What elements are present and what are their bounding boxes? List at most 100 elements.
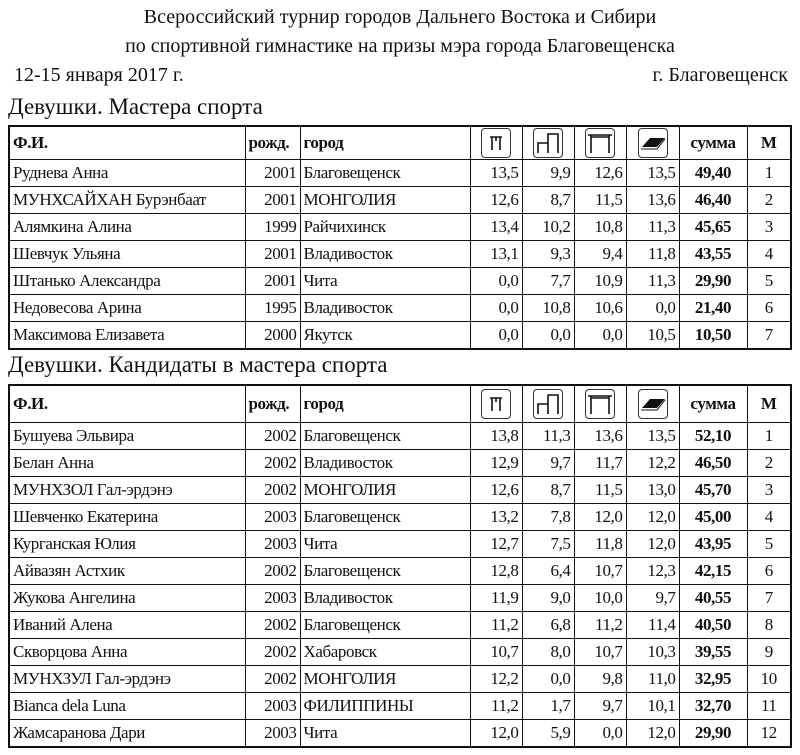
athlete-name: Недовесова Арина — [8, 294, 246, 322]
beam-score: 10,6 — [573, 294, 627, 322]
table-row: Шевчук Ульяна 2001 Владивосток 13,1 9,3 9,4 11… — [8, 240, 792, 268]
athlete-name: Жукова Ангелина — [8, 584, 246, 612]
floor-score: 12,0 — [625, 530, 680, 558]
uneven-bars-icon — [533, 389, 563, 419]
column-header-apparatus — [521, 125, 575, 160]
column-header-city: город — [299, 125, 471, 160]
city: Владивосток — [299, 294, 471, 322]
bars-score: 9,0 — [521, 584, 575, 612]
column-header-apparatus — [625, 384, 680, 423]
total-score: 49,40 — [678, 159, 748, 187]
vault-score: 13,1 — [469, 240, 523, 268]
total-score: 43,55 — [678, 240, 748, 268]
balance-beam-icon — [585, 128, 615, 158]
table-row: Штанько Александра 2001 Чита 0,0 7,7 10,9 11,3… — [8, 267, 792, 295]
vault-score: 12,0 — [469, 719, 523, 748]
table-row: Шевченко Екатерина 2003 Благовещенск 13,2 7,… — [8, 503, 792, 531]
athlete-name: Руднева Анна — [8, 159, 246, 187]
place: 3 — [746, 476, 792, 504]
vault-score: 13,2 — [469, 503, 523, 531]
vault-score: 0,0 — [469, 294, 523, 322]
birth-year: 1999 — [244, 213, 301, 241]
place: 10 — [746, 665, 792, 693]
vault-score: 13,8 — [469, 422, 523, 450]
table-row: Скворцова Анна 2002 Хабаровск 10,7 8,0 10,7 10… — [8, 638, 792, 666]
beam-score: 10,7 — [573, 638, 627, 666]
total-score: 45,00 — [678, 503, 748, 531]
column-header-sum: сумма — [678, 125, 748, 160]
header-row: Ф.И. рожд. город сумма М — [8, 384, 792, 423]
floor-score: 12,0 — [625, 719, 680, 748]
column-header-place: М — [746, 384, 792, 423]
athlete-name: МУНХСАЙХАН Бурэнбаат — [8, 186, 246, 214]
vault-icon — [481, 389, 511, 419]
vault-icon — [481, 128, 511, 158]
city: Благовещенск — [299, 503, 471, 531]
birth-year: 2000 — [244, 321, 301, 350]
total-score: 32,95 — [678, 665, 748, 693]
place: 9 — [746, 638, 792, 666]
floor-score: 11,0 — [625, 665, 680, 693]
results-table-masters: Ф.И. рожд. город сумма М Руднева Анна 2001 Благ… — [8, 125, 792, 350]
bars-score: 7,8 — [521, 503, 575, 531]
bars-score: 6,4 — [521, 557, 575, 585]
section-title-masters: Девушки. Мастера спорта — [8, 94, 263, 119]
birth-year: 2003 — [244, 530, 301, 558]
table-row: Алямкина Алина 1999 Райчихинск 13,4 10,2 10,8… — [8, 213, 792, 241]
table-row: Руднева Анна 2001 Благовещенск 13,5 9,9 12,6 1… — [8, 159, 792, 187]
vault-score: 0,0 — [469, 321, 523, 350]
column-header-name: Ф.И. — [8, 384, 246, 423]
table-row: МУНХЗОЛ Гал-эрдэнэ 2002 МОНГОЛИЯ 12,6 8,7 11,… — [8, 476, 792, 504]
vault-score: 11,2 — [469, 611, 523, 639]
birth-year: 2002 — [244, 422, 301, 450]
beam-score: 10,8 — [573, 213, 627, 241]
vault-score: 11,9 — [469, 584, 523, 612]
floor-icon — [637, 389, 668, 419]
city: МОНГОЛИЯ — [299, 665, 471, 693]
vault-score: 12,9 — [469, 449, 523, 477]
bars-score: 0,0 — [521, 321, 575, 350]
column-header-year: рожд. — [244, 125, 301, 160]
bars-score: 11,3 — [521, 422, 575, 450]
vault-score: 13,5 — [469, 159, 523, 187]
birth-year: 2001 — [244, 240, 301, 268]
beam-score: 12,6 — [573, 159, 627, 187]
floor-score: 9,7 — [625, 584, 680, 612]
athlete-name: Белан Анна — [8, 449, 246, 477]
birth-year: 2002 — [244, 557, 301, 585]
bars-score: 8,7 — [521, 186, 575, 214]
table-row: Иваний Алена 2002 Благовещенск 11,2 6,8 11,2 1… — [8, 611, 792, 639]
column-header-apparatus — [469, 384, 523, 423]
place: 7 — [746, 321, 792, 350]
table-row: Bianca dela Luna 2003 ФИЛИППИНЫ 11,2 1,7 9,7 1… — [8, 692, 792, 720]
floor-score: 13,0 — [625, 476, 680, 504]
total-score: 29,90 — [678, 719, 748, 748]
total-score: 42,15 — [678, 557, 748, 585]
event-place: г. Благовещенск — [652, 64, 788, 86]
place: 6 — [746, 294, 792, 322]
table-row: Айвазян Астхик 2002 Благовещенск 12,8 6,4 10,… — [8, 557, 792, 585]
bars-score: 7,7 — [521, 267, 575, 295]
bars-score: 7,5 — [521, 530, 575, 558]
place: 4 — [746, 503, 792, 531]
total-score: 43,95 — [678, 530, 748, 558]
total-score: 52,10 — [678, 422, 748, 450]
bars-score: 10,2 — [521, 213, 575, 241]
bars-score: 5,9 — [521, 719, 575, 748]
athlete-name: Алямкина Алина — [8, 213, 246, 241]
city: Владивосток — [299, 584, 471, 612]
floor-score: 11,4 — [625, 611, 680, 639]
header-row: Ф.И. рожд. город сумма М — [8, 125, 792, 160]
beam-score: 10,7 — [573, 557, 627, 585]
beam-score: 9,8 — [573, 665, 627, 693]
total-score: 21,40 — [678, 294, 748, 322]
floor-score: 0,0 — [625, 294, 680, 322]
city: Владивосток — [299, 449, 471, 477]
floor-score: 10,1 — [625, 692, 680, 720]
athlete-name: Скворцова Анна — [8, 638, 246, 666]
bars-score: 9,7 — [521, 449, 575, 477]
total-score: 29,90 — [678, 267, 748, 295]
title-line-1: Всероссийский турнир городов Дальнего Во… — [143, 6, 657, 28]
city: Благовещенск — [299, 611, 471, 639]
section-title-candidates: Девушки. Кандидаты в мастера спорта — [8, 352, 388, 377]
